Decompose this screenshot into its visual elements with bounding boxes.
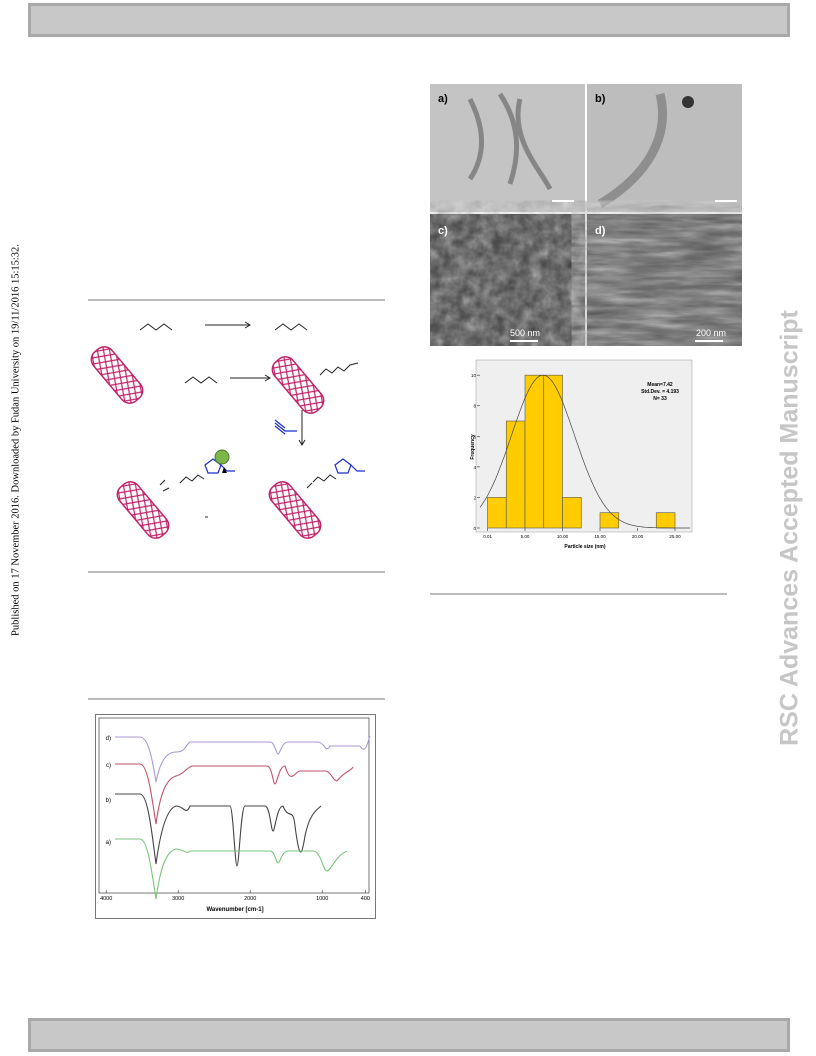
x-axis-label: Particle size (nm) <box>564 544 605 550</box>
curve-label: d) <box>106 736 111 742</box>
x-tick-label: 2000 <box>244 896 256 902</box>
x-tick-label: 400 <box>361 896 370 902</box>
panel-label: b) <box>595 93 606 105</box>
header-bar <box>28 3 790 37</box>
curve-label: b) <box>106 798 111 804</box>
curve-label: c) <box>106 763 111 769</box>
histogram-bar <box>487 497 507 529</box>
x-tick-label: 25.00 <box>669 534 681 539</box>
scheme <box>86 321 365 543</box>
histogram: 0 2 4 6 8 10 0.01 5.00 10.00 15.00 20.00 25.00 Frequ… <box>470 358 694 562</box>
x-tick-label: 3000 <box>172 896 184 902</box>
x-tick-label: 4000 <box>100 896 112 902</box>
x-tick-label: 15.00 <box>594 534 606 539</box>
y-tick-label: 10 <box>471 373 477 378</box>
histogram-bar <box>655 512 676 529</box>
stat-label: Mean=7.42 <box>647 382 673 388</box>
scale-bar-label: 500 nm <box>510 328 540 338</box>
y-tick-label: 8 <box>473 404 476 409</box>
x-tick-label: 20.00 <box>632 534 644 539</box>
curve-label: a) <box>106 840 111 846</box>
rule <box>88 299 385 301</box>
x-tick-label: 10.00 <box>557 534 569 539</box>
footer-bar <box>28 1018 790 1052</box>
histogram-bar <box>599 512 620 529</box>
fit-curve <box>479 374 690 529</box>
x-tick-label: 1000 <box>316 896 328 902</box>
y-tick-label: 2 <box>473 495 476 500</box>
panel-label: a) <box>438 93 448 105</box>
histogram-bar <box>505 420 526 529</box>
y-tick-label: 4 <box>473 465 476 470</box>
microscopy-figure: a) b) c) d) 500 nm 200 nm <box>430 84 742 346</box>
x-axis-label: Wavenumber [cm-1] <box>206 907 263 913</box>
journal-watermark: RSC Advances Accepted Manuscript <box>775 310 804 746</box>
download-note: Published on 17 November 2016. Downloade… <box>10 244 22 636</box>
rule <box>88 571 385 573</box>
stat-label: Std.Dev. = 4.193 <box>641 389 679 395</box>
y-axis-label: Frequency <box>470 434 476 460</box>
scale-bar-label: 200 nm <box>696 328 726 338</box>
histogram-bar <box>562 497 582 529</box>
x-tick-label: 5.00 <box>521 534 530 539</box>
histogram-bar <box>524 374 545 529</box>
histogram-bar <box>543 374 563 529</box>
panel-label: c) <box>438 225 448 237</box>
y-tick-label: 0 <box>473 526 476 531</box>
ftir-figure: 4000 3000 2000 1000 400 Wavenumber [cm-1] d) c)… <box>95 714 376 919</box>
rule <box>88 698 385 700</box>
x-tick-label: 0.01 <box>483 534 492 539</box>
panel-label: d) <box>595 225 606 237</box>
y-tick-label: 6 <box>473 434 476 439</box>
rule <box>430 593 727 595</box>
stat-label: N= 33 <box>653 396 667 402</box>
